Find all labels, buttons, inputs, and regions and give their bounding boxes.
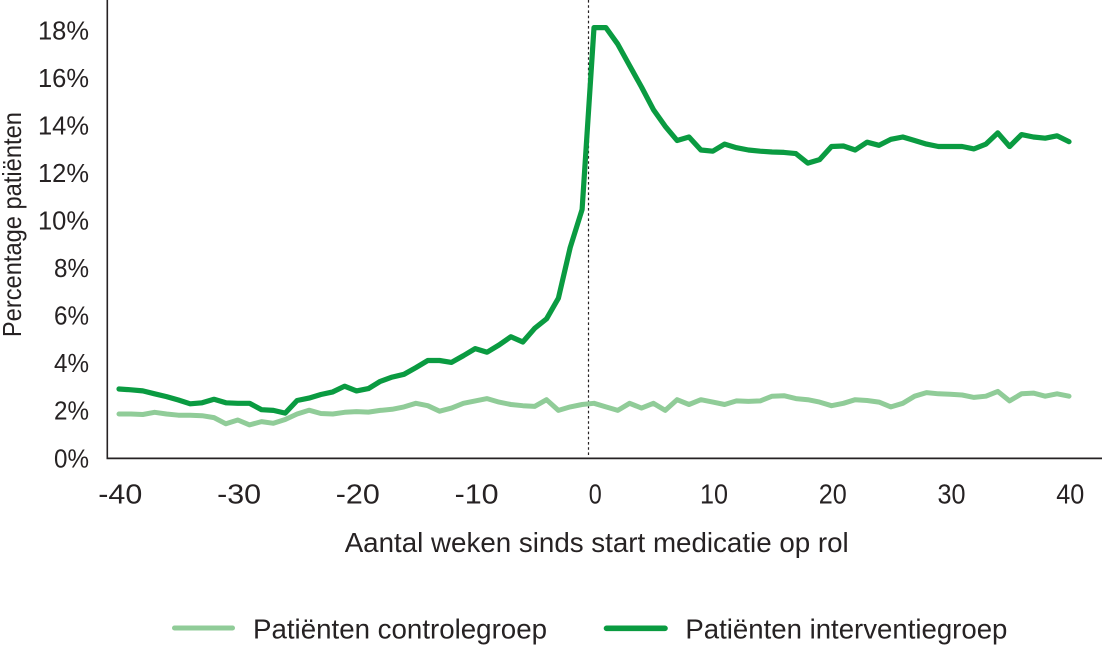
svg-text:-40: -40 bbox=[98, 478, 142, 509]
svg-text:18%: 18% bbox=[38, 15, 89, 45]
svg-text:8%: 8% bbox=[54, 253, 89, 283]
svg-text:20: 20 bbox=[819, 478, 847, 509]
svg-text:Patiënten controlegroep: Patiënten controlegroep bbox=[253, 613, 547, 644]
svg-text:2%: 2% bbox=[54, 396, 89, 426]
svg-text:10: 10 bbox=[700, 478, 728, 509]
svg-text:16%: 16% bbox=[38, 63, 89, 93]
svg-text:14%: 14% bbox=[38, 110, 89, 140]
svg-text:12%: 12% bbox=[38, 158, 89, 188]
svg-text:-20: -20 bbox=[336, 478, 380, 509]
svg-text:-30: -30 bbox=[217, 478, 261, 509]
svg-text:10%: 10% bbox=[38, 206, 89, 236]
svg-text:-10: -10 bbox=[455, 478, 499, 509]
svg-text:Patiënten interventiegroep: Patiënten interventiegroep bbox=[685, 613, 1007, 644]
svg-text:40: 40 bbox=[1056, 478, 1084, 509]
svg-text:6%: 6% bbox=[54, 301, 89, 331]
svg-text:0: 0 bbox=[589, 478, 602, 509]
svg-text:4%: 4% bbox=[54, 348, 89, 378]
svg-text:30: 30 bbox=[938, 478, 966, 509]
svg-text:Percentage patiënten: Percentage patiënten bbox=[0, 112, 27, 337]
svg-text:Aantal weken sinds start medic: Aantal weken sinds start medicatie op ro… bbox=[345, 527, 849, 558]
svg-text:0%: 0% bbox=[54, 443, 89, 473]
